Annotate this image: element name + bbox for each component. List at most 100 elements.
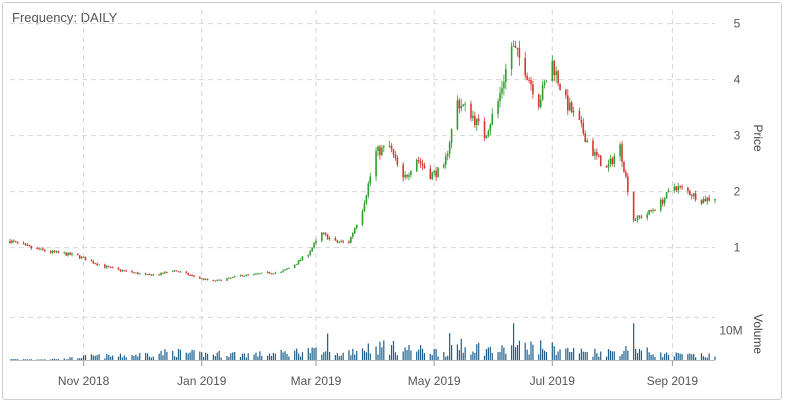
volume-bar	[82, 355, 85, 360]
candle-body	[202, 278, 205, 280]
price-tick-label: 2	[734, 185, 741, 199]
volume-bar	[301, 352, 304, 360]
volume-bar	[679, 353, 681, 360]
x-tick-label: May 2019	[408, 374, 461, 388]
volume-bar	[148, 356, 151, 360]
volume-bar	[77, 358, 79, 360]
candle-body	[173, 270, 176, 272]
volume-bar	[489, 346, 491, 360]
volume-bar	[474, 352, 476, 360]
candle-body	[464, 103, 466, 105]
volume-bar	[625, 345, 627, 360]
volume-bar	[381, 347, 383, 360]
volume-bar	[177, 348, 180, 360]
candle-body	[44, 249, 46, 252]
candle-body	[365, 195, 368, 204]
candle-body	[26, 244, 29, 246]
candle-body	[499, 93, 501, 102]
volume-bar	[55, 359, 58, 360]
volume-bar	[505, 353, 507, 360]
volume-bar	[416, 351, 418, 360]
candle-body	[179, 271, 182, 273]
volume-bar	[392, 341, 395, 360]
volume-bar	[367, 343, 369, 360]
candle-body	[191, 275, 193, 277]
volume-bar	[702, 356, 704, 360]
volume-bar	[321, 354, 323, 360]
volume-bar	[363, 350, 366, 360]
volume-bar	[266, 355, 269, 360]
volume-bar	[191, 349, 193, 360]
x-tick-label: Jul 2019	[530, 374, 576, 388]
volume-bar	[365, 352, 367, 360]
volume-bar	[144, 352, 147, 360]
candle-body	[597, 155, 600, 157]
candle-body	[326, 234, 329, 240]
volume-bar	[557, 351, 559, 360]
candle-body	[483, 121, 486, 139]
volume-bar	[607, 349, 610, 360]
volume-bar	[158, 353, 160, 360]
volume-bar	[50, 359, 52, 360]
volume-bar	[478, 342, 480, 360]
candle-body	[559, 83, 561, 90]
candle-body	[199, 276, 201, 279]
volume-bar	[342, 352, 344, 360]
candle-body	[270, 273, 273, 275]
volume-bar	[406, 350, 408, 360]
volume-bar	[662, 357, 664, 360]
volume-bar	[53, 358, 56, 360]
candle-body	[121, 270, 124, 272]
candle-body	[231, 277, 234, 279]
volume-bar	[228, 356, 230, 360]
volume-bar	[150, 357, 152, 360]
volume-bar	[81, 358, 83, 360]
volume-bar	[443, 352, 445, 360]
volume-bar	[166, 351, 168, 360]
volume-bar	[247, 353, 249, 360]
volume-bar	[282, 352, 284, 360]
candle-body	[654, 209, 656, 211]
volume-bar	[299, 356, 302, 360]
candle-body	[584, 133, 587, 143]
volume-bar	[514, 347, 517, 360]
candle-body	[177, 271, 180, 273]
candle-body	[648, 209, 650, 215]
volume-bar	[106, 354, 108, 360]
candle-body	[216, 279, 219, 282]
volume-bar	[640, 350, 643, 360]
volume-bar	[185, 352, 187, 360]
candle-body	[241, 275, 244, 277]
candle-body	[417, 159, 420, 162]
candle-body	[104, 264, 106, 268]
volume-bar	[420, 345, 422, 360]
volume-bar	[203, 356, 205, 360]
volume-bar	[230, 353, 232, 360]
candle-body	[514, 45, 517, 48]
candle-body	[220, 279, 222, 281]
volume-bar	[545, 352, 548, 360]
candle-body	[206, 278, 209, 280]
volume-bar	[389, 354, 391, 360]
candle-body	[694, 193, 697, 201]
volume-bar	[294, 350, 296, 360]
volume-bar	[296, 348, 298, 360]
candle-body	[16, 241, 19, 243]
volume-bar	[340, 355, 342, 360]
candle-body	[704, 198, 707, 202]
candle-body	[381, 147, 383, 156]
volume-bar	[650, 355, 652, 360]
volume-bar	[123, 355, 125, 360]
candle-body	[150, 274, 153, 276]
volume-bar	[268, 353, 271, 360]
candle-body	[667, 190, 670, 193]
volume-bar	[501, 345, 503, 360]
x-tick-label: Jan 2019	[177, 374, 227, 388]
candle-body	[84, 257, 87, 261]
volume-bar	[462, 352, 464, 360]
candle-body	[586, 140, 588, 143]
candle-body	[189, 274, 191, 276]
volume-bar	[648, 352, 650, 360]
candle-body	[404, 175, 406, 178]
volume-bar	[253, 354, 255, 360]
